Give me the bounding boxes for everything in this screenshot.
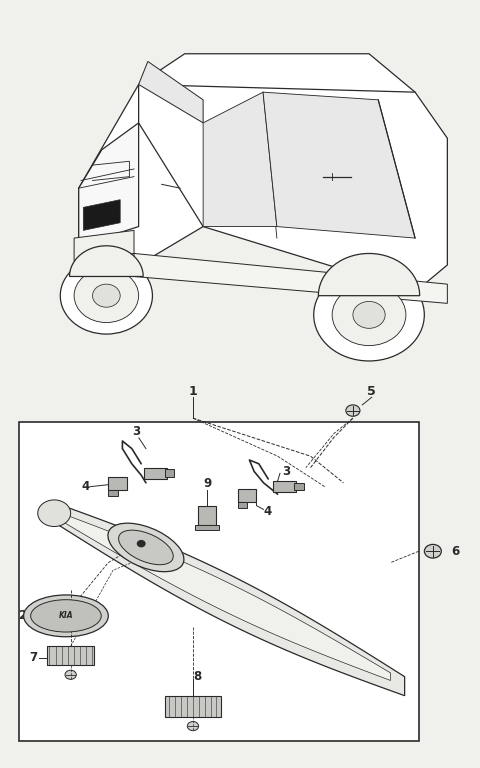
Circle shape: [93, 284, 120, 307]
Polygon shape: [139, 61, 203, 123]
Circle shape: [353, 302, 385, 329]
Polygon shape: [134, 253, 447, 303]
Bar: [238, 488, 256, 502]
Polygon shape: [203, 92, 277, 227]
Bar: [144, 468, 167, 479]
Bar: [195, 525, 219, 531]
Circle shape: [38, 500, 71, 527]
Text: 3: 3: [132, 425, 141, 439]
Circle shape: [424, 545, 441, 558]
Bar: [273, 481, 297, 492]
Text: 8: 8: [193, 670, 201, 684]
Bar: [238, 502, 247, 508]
Text: 5: 5: [367, 385, 376, 398]
Polygon shape: [79, 84, 203, 284]
Polygon shape: [52, 502, 405, 696]
Circle shape: [332, 284, 406, 346]
Bar: [19, 422, 419, 741]
Polygon shape: [74, 230, 134, 261]
Bar: [294, 483, 303, 491]
Text: 2: 2: [18, 609, 26, 622]
Circle shape: [60, 257, 153, 334]
Polygon shape: [84, 200, 120, 230]
Circle shape: [137, 541, 145, 547]
Text: 3: 3: [282, 465, 290, 478]
Bar: [165, 696, 221, 717]
Polygon shape: [139, 54, 415, 123]
Ellipse shape: [108, 523, 184, 571]
Polygon shape: [139, 84, 447, 292]
Text: KIA: KIA: [59, 611, 73, 621]
Bar: [108, 491, 118, 496]
Polygon shape: [318, 253, 420, 296]
Text: 4: 4: [81, 480, 89, 493]
Ellipse shape: [31, 600, 101, 632]
Polygon shape: [79, 123, 139, 246]
Ellipse shape: [24, 595, 108, 637]
Text: 9: 9: [203, 477, 211, 490]
Polygon shape: [70, 246, 143, 276]
Bar: [198, 505, 216, 525]
Polygon shape: [263, 92, 415, 238]
Text: 7: 7: [30, 651, 38, 664]
Bar: [47, 646, 94, 665]
Text: 1: 1: [189, 385, 197, 398]
Circle shape: [74, 269, 139, 323]
Text: 6: 6: [452, 545, 460, 558]
Circle shape: [187, 722, 199, 730]
Circle shape: [314, 269, 424, 361]
Ellipse shape: [119, 530, 173, 564]
Circle shape: [346, 405, 360, 416]
Polygon shape: [61, 513, 391, 680]
Text: 4: 4: [264, 505, 272, 518]
Bar: [108, 477, 127, 491]
Bar: [165, 469, 174, 477]
Circle shape: [65, 670, 76, 680]
